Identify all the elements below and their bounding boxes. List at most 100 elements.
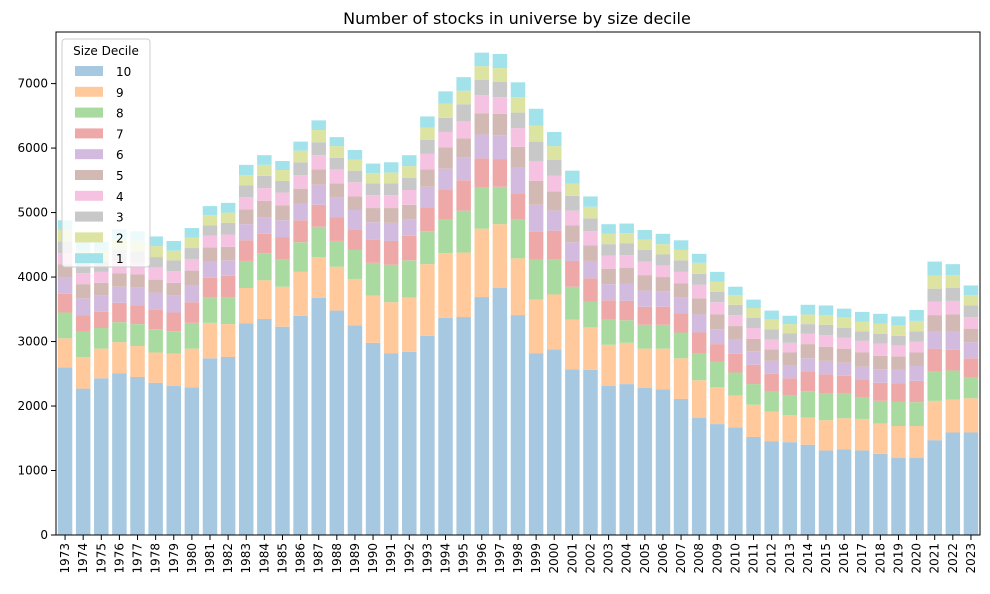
bar-1980-decile-5 (184, 270, 200, 286)
bar-2009-decile-9 (710, 387, 725, 425)
bar-1990-decile-9 (365, 295, 381, 343)
bar-2001-decile-6 (565, 242, 580, 261)
bar-1978-decile-8 (148, 329, 163, 353)
bar-1993-decile-7 (420, 207, 435, 232)
bar-1978-decile-4 (148, 267, 163, 280)
bar-1975-decile-5 (94, 282, 109, 296)
x-tick-label: 2020 (910, 543, 924, 574)
bar-1977-decile-5 (130, 274, 145, 288)
bar-1982-decile-1 (220, 202, 236, 213)
bar-2015-decile-4 (818, 335, 834, 347)
x-tick-label: 2008 (692, 543, 706, 574)
bar-1991-decile-4 (383, 195, 399, 209)
bar-2019-decile-6 (891, 369, 906, 384)
bar-2007-decile-5 (673, 283, 689, 298)
bar-1994-decile-3 (438, 117, 453, 132)
bar-2019-decile-1 (891, 316, 906, 326)
bar-1995-decile-4 (456, 120, 471, 139)
bar-1982-decile-3 (220, 222, 236, 235)
bar-2005-decile-1 (637, 229, 653, 240)
bar-1989-decile-6 (347, 209, 363, 230)
bar-1996-decile-8 (474, 187, 490, 229)
bar-2022-decile-7 (945, 349, 961, 371)
bar-1996-decile-6 (474, 134, 490, 159)
bar-1990-decile-1 (365, 163, 381, 174)
bar-1979-decile-5 (166, 282, 182, 296)
bar-1979-decile-7 (166, 312, 182, 332)
bar-2010-decile-7 (728, 353, 743, 373)
bar-2012-decile-1 (764, 310, 779, 320)
bar-1986-decile-1 (293, 141, 308, 151)
bar-1992-decile-3 (402, 177, 417, 190)
bar-1997-decile-7 (492, 159, 508, 187)
bar-2022-decile-8 (945, 370, 961, 400)
bar-2021-decile-8 (927, 371, 942, 401)
bar-2000-decile-8 (546, 259, 562, 295)
bar-2008-decile-8 (691, 353, 707, 381)
bar-2023-decile-2 (963, 295, 979, 306)
bar-2017-decile-8 (854, 397, 870, 419)
bar-2012-decile-6 (764, 360, 779, 374)
bar-1990-decile-5 (365, 208, 381, 223)
bar-1980-decile-10 (184, 387, 200, 535)
bar-1990-decile-7 (365, 239, 381, 263)
bar-1988-decile-7 (329, 217, 345, 241)
bar-1976-decile-9 (112, 342, 127, 374)
bar-1982-decile-10 (220, 357, 236, 535)
bar-1987-decile-8 (311, 226, 326, 258)
legend-swatch-5 (75, 170, 103, 180)
bar-1992-decile-8 (402, 260, 417, 298)
bar-2017-decile-7 (854, 379, 870, 398)
bar-1974-decile-6 (75, 298, 91, 316)
bar-1997-decile-2 (492, 68, 508, 82)
bar-2011-decile-1 (746, 299, 761, 309)
bar-2011-decile-9 (746, 404, 761, 437)
bar-1987-decile-3 (311, 142, 326, 156)
bar-1989-decile-4 (347, 182, 363, 197)
bar-1999-decile-10 (528, 353, 544, 535)
bar-2003-decile-8 (601, 319, 616, 345)
bar-1984-decile-1 (257, 155, 272, 165)
bar-1983-decile-6 (238, 224, 254, 241)
bar-1976-decile-8 (112, 322, 127, 343)
bar-1988-decile-10 (329, 310, 345, 535)
bar-2016-decile-2 (836, 317, 852, 328)
bar-1985-decile-10 (275, 326, 290, 535)
bar-1998-decile-8 (510, 219, 526, 259)
bar-2017-decile-3 (854, 331, 870, 341)
bar-1980-decile-9 (184, 348, 200, 388)
bar-1975-decile-4 (94, 271, 109, 283)
bar-1980-decile-7 (184, 302, 200, 323)
x-tick-label: 1993 (420, 543, 434, 574)
x-tick-label: 1999 (529, 543, 543, 574)
bar-2010-decile-4 (728, 315, 743, 327)
bar-2010-decile-8 (728, 372, 743, 396)
bar-1999-decile-8 (528, 258, 544, 300)
bar-2017-decile-1 (854, 311, 870, 322)
bar-1999-decile-2 (528, 125, 544, 142)
x-tick-label: 1992 (402, 543, 416, 574)
bar-2018-decile-8 (873, 400, 888, 424)
bar-2001-decile-7 (565, 260, 580, 287)
bar-1996-decile-7 (474, 158, 490, 188)
bar-1981-decile-3 (202, 225, 218, 236)
y-tick-label: 1000 (17, 464, 48, 478)
bar-2023-decile-6 (963, 342, 979, 359)
bar-1999-decile-5 (528, 180, 544, 205)
legend-label-8: 8 (116, 107, 124, 121)
legend-label-9: 9 (116, 86, 124, 100)
bar-1998-decile-5 (510, 146, 526, 168)
bar-2003-decile-7 (601, 300, 616, 320)
bar-2009-decile-7 (710, 344, 725, 362)
bar-2000-decile-5 (546, 191, 562, 211)
bar-1976-decile-10 (112, 373, 127, 535)
bar-2013-decile-1 (782, 315, 798, 325)
bar-2011-decile-8 (746, 384, 761, 405)
bar-1992-decile-4 (402, 189, 417, 205)
legend-swatch-1 (75, 253, 103, 264)
bar-2021-decile-1 (927, 261, 942, 276)
bar-2011-decile-3 (746, 317, 761, 328)
bar-1974-decile-4 (75, 273, 91, 285)
bar-1998-decile-10 (510, 315, 526, 535)
bar-2013-decile-4 (782, 342, 798, 353)
